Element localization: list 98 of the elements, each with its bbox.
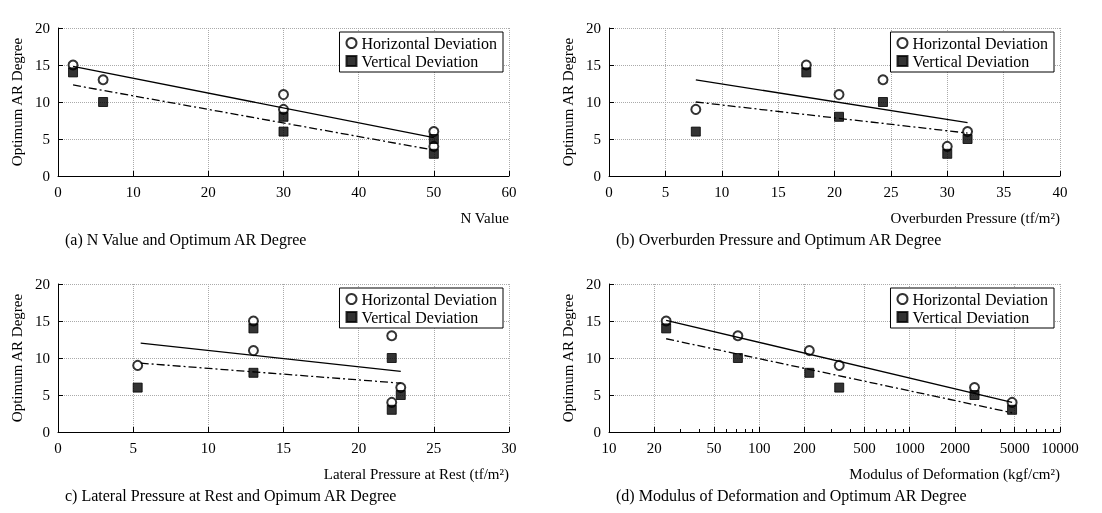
y-axis-title: Optimum AR Degree: [559, 37, 576, 167]
point: [833, 89, 845, 101]
x-tick-label: 20: [200, 183, 216, 200]
y-axis-title: Optimum AR Degree: [8, 293, 25, 423]
x-tick-label: 10: [714, 183, 730, 200]
x-tick-label: 50: [426, 183, 442, 200]
x-tick-label: 0: [54, 439, 62, 456]
y-axis-title: Optimum AR Degree: [8, 37, 25, 167]
x-tick-label: 40: [1052, 183, 1068, 200]
point: [98, 97, 109, 107]
y-tick-label: 5: [593, 387, 601, 403]
point: [68, 67, 79, 78]
y-tick-label: 20: [586, 20, 601, 36]
x-tick-label: 20: [646, 439, 662, 456]
y-tick-label: 20: [35, 20, 50, 36]
x-tick-label: 20: [827, 183, 842, 200]
x-tick-label: 20: [351, 439, 367, 456]
point: [132, 359, 144, 371]
point: [386, 330, 398, 342]
text: (b) Overburden Pressure and Optimum AR Degree: [616, 230, 942, 249]
legend-label: Horizontal Deviation: [361, 34, 497, 52]
point: [386, 353, 397, 363]
x-tick-label: 100: [748, 439, 771, 456]
x-tick-label: 30: [501, 439, 517, 456]
point: [877, 97, 888, 107]
point: [690, 103, 702, 115]
point: [942, 148, 953, 159]
point: [248, 323, 259, 334]
x-tick-label: 10: [200, 439, 216, 456]
point: [97, 74, 109, 86]
legend-label: Vertical Deviation: [912, 52, 1030, 70]
point: [428, 134, 439, 144]
point: [690, 126, 701, 137]
y-tick-label: 15: [586, 57, 601, 73]
y-tick-label: 15: [35, 313, 50, 329]
x-tick-label: 15: [770, 183, 786, 200]
x-tick-label: 50: [706, 439, 722, 456]
x-axis-title: Lateral Pressure at Rest (tf/m²): [323, 465, 509, 483]
point: [132, 382, 143, 393]
point: [247, 345, 259, 357]
y-tick-label: 15: [586, 313, 601, 329]
y-tick-label: 10: [35, 350, 50, 366]
y-tick-label: 0: [593, 424, 601, 440]
text: (d) Modulus of Deformation and Optimum AR Degree: [616, 486, 967, 505]
legend-label: Vertical Deviation: [361, 52, 479, 70]
y-tick-label: 20: [35, 276, 50, 292]
x-tick-label: 30: [939, 183, 955, 200]
x-tick-label: 25: [883, 183, 899, 200]
legend-label: Horizontal Deviation: [912, 34, 1048, 52]
y-axis-title: Optimum AR Degree: [559, 293, 576, 423]
point: [962, 134, 973, 144]
x-tick-label: 0: [605, 183, 613, 200]
x-tick-label: 10: [125, 183, 141, 200]
x-axis-title: Modulus of Deformation (kgf/cm²): [849, 465, 1060, 483]
x-tick-label: 5000: [999, 439, 1030, 456]
y-tick-label: 20: [586, 276, 601, 292]
point: [395, 390, 406, 400]
x-tick-label: 500: [853, 439, 876, 456]
text: c) Lateral Pressure at Rest and Opimum AR Degree: [65, 486, 397, 505]
x-tick-label: 15: [276, 439, 291, 456]
legend-label: Horizontal Deviation: [912, 290, 1048, 308]
y-tick-label: 10: [35, 94, 50, 110]
x-tick-label: 25: [426, 439, 442, 456]
y-tick-label: 5: [42, 387, 50, 403]
x-tick-label: 2000: [939, 439, 970, 456]
x-axis-title: N Value: [460, 209, 510, 226]
point: [834, 111, 845, 122]
point: [386, 404, 397, 415]
legend-label: Vertical Deviation: [361, 308, 479, 326]
x-tick-label: 5: [661, 183, 670, 200]
x-tick-label: 30: [276, 183, 291, 200]
legend-label: Horizontal Deviation: [361, 290, 497, 308]
point: [801, 67, 812, 78]
point: [248, 367, 259, 378]
point: [877, 74, 889, 86]
x-tick-label: 0: [54, 183, 62, 200]
x-tick-label: 10000: [1041, 439, 1079, 456]
point: [278, 126, 289, 137]
point: [428, 148, 439, 159]
y-tick-label: 5: [593, 131, 601, 147]
x-tick-label: 60: [501, 183, 517, 200]
y-tick-label: 10: [586, 94, 601, 110]
legend-label: Vertical Deviation: [912, 308, 1030, 326]
x-tick-label: 35: [996, 183, 1012, 200]
y-tick-label: 10: [586, 350, 601, 366]
x-tick-label: 200: [793, 439, 816, 456]
y-tick-label: 5: [42, 131, 50, 147]
text: (a) N Value and Optimum AR Degree: [65, 230, 307, 249]
x-axis-title: Overburden Pressure (tf/m²): [890, 209, 1060, 227]
x-tick-label: 1000: [894, 439, 925, 456]
x-tick-label: 5: [129, 439, 137, 456]
y-tick-label: 0: [42, 168, 50, 184]
point: [278, 89, 289, 101]
y-tick-label: 15: [35, 57, 50, 73]
y-tick-label: 0: [42, 424, 50, 440]
point: [278, 111, 289, 122]
x-tick-label: 40: [351, 183, 367, 200]
y-tick-label: 0: [593, 168, 601, 184]
